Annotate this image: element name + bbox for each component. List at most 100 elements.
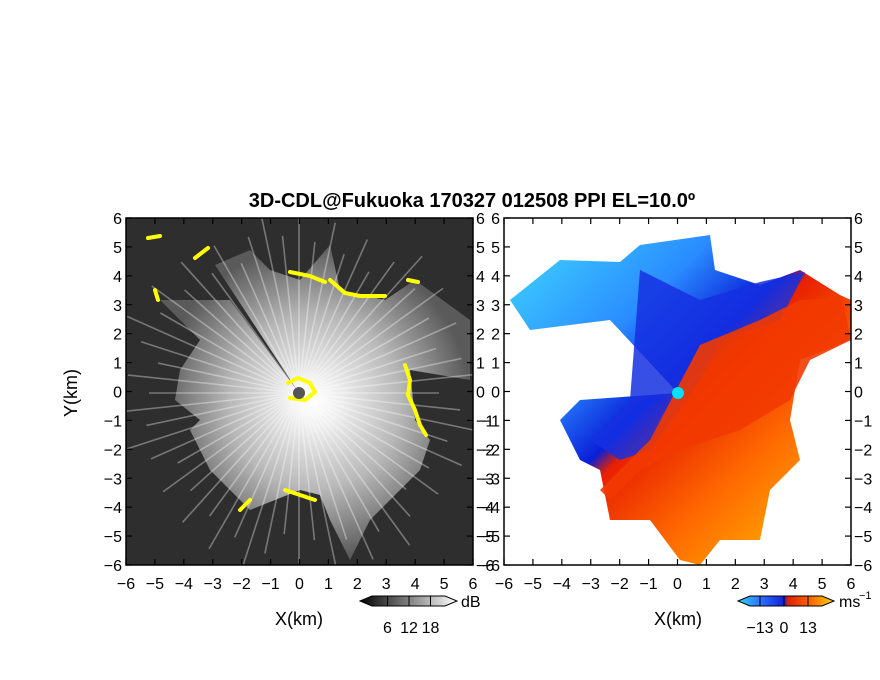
velocity-red-zone bbox=[600, 298, 851, 500]
snr-ytick-label-right: 3 bbox=[476, 298, 485, 315]
snr-xtick-label: −5 bbox=[146, 576, 164, 593]
snr-xtick-label: 5 bbox=[440, 576, 449, 593]
snr-ytick-label: 5 bbox=[113, 240, 122, 257]
velocity-panel: −6 −5 −4 −3 −2 −1 0 1 2 3 4 5 66 65 54 43 32 21 10 0−1 −1−2−… bbox=[482, 211, 873, 593]
snr-threshold-contours bbox=[146, 234, 428, 512]
snr-ray bbox=[298, 392, 411, 517]
snr-ray bbox=[180, 261, 300, 394]
velocity-colorbar-ticks: −13 0 13 bbox=[746, 596, 817, 637]
snr-ytick-label: −6 bbox=[104, 558, 122, 575]
velocity-ytick-label-right: 2 bbox=[854, 327, 863, 344]
velocity-ytick-label: 3 bbox=[491, 298, 500, 315]
yellow-echo-north2 bbox=[288, 270, 327, 284]
snr-ray bbox=[211, 272, 300, 394]
snr-ray bbox=[298, 241, 316, 394]
snr-colorbar: 6 12 18 dB bbox=[358, 594, 481, 637]
snr-xtick-label: 6 bbox=[469, 576, 478, 593]
snr-xtick-label: 2 bbox=[353, 576, 362, 593]
velocity-ytick-label-right: −6 bbox=[854, 558, 872, 575]
velocity-ytick-label-right: −1 bbox=[854, 413, 872, 430]
snr-xtick-label: −2 bbox=[233, 576, 251, 593]
snr-ytick-label: 3 bbox=[113, 298, 122, 315]
yellow-echo-center bbox=[286, 375, 318, 403]
snr-ytick-label: −3 bbox=[104, 471, 122, 488]
snr-colorbar-tick-label: 6 bbox=[383, 620, 392, 637]
velocity-ytick-label: −2 bbox=[482, 442, 500, 459]
yellow-echo-south bbox=[283, 488, 317, 502]
snr-colorbar-unit: dB bbox=[461, 594, 481, 611]
snr-ray bbox=[283, 392, 300, 535]
snr-ray bbox=[189, 392, 300, 492]
velocity-ytick-label: 5 bbox=[491, 240, 500, 257]
snr-ytick-label-right: 1 bbox=[476, 356, 485, 373]
snr-ray bbox=[298, 392, 439, 495]
snr-ray bbox=[213, 245, 300, 394]
snr-ray bbox=[242, 392, 300, 565]
velocity-ytick-label-right: 5 bbox=[854, 240, 863, 257]
snr-ray bbox=[298, 392, 473, 431]
snr-ray bbox=[247, 236, 300, 394]
velocity-ytick-label-right: −3 bbox=[854, 471, 872, 488]
yellow-echo-north bbox=[328, 278, 387, 298]
snr-ray bbox=[298, 287, 444, 394]
velocity-xtick-label: 4 bbox=[789, 576, 798, 593]
velocity-ytick-label-right: 4 bbox=[854, 269, 863, 286]
snr-ytick-label: −1 bbox=[104, 413, 122, 430]
velocity-ytick-label: 2 bbox=[491, 327, 500, 344]
yellow-echo-nw bbox=[193, 246, 210, 260]
snr-ray bbox=[298, 317, 430, 394]
velocity-ytick-label: 0 bbox=[491, 385, 500, 402]
snr-ytick-label-right: −3 bbox=[476, 471, 494, 488]
velocity-ytick-label-right: −2 bbox=[854, 442, 872, 459]
velocity-ytick-label: −6 bbox=[482, 558, 500, 575]
snr-ray bbox=[298, 392, 430, 469]
snr-ray bbox=[298, 239, 369, 394]
snr-ray bbox=[127, 374, 300, 394]
snr-ray bbox=[298, 357, 462, 394]
snr-ytick-label: 0 bbox=[113, 385, 122, 402]
snr-ray bbox=[184, 289, 300, 394]
yellow-echo-west bbox=[153, 288, 160, 302]
snr-xtick-label: −1 bbox=[261, 576, 279, 593]
velocity-ytick-label: −4 bbox=[482, 500, 500, 517]
snr-ray bbox=[209, 392, 300, 517]
snr-ray bbox=[177, 392, 300, 464]
snr-ray bbox=[298, 253, 345, 394]
snr-ytick-label: −4 bbox=[104, 500, 122, 517]
snr-ray bbox=[298, 222, 336, 394]
chart-title: 3D-CDL@Fukuoka 170327 012508 PPI EL=10.0… bbox=[249, 190, 695, 212]
velocity-ytick-label: −3 bbox=[482, 471, 500, 488]
velocity-xtick-label: 3 bbox=[760, 576, 769, 593]
velocity-xtick-label: 5 bbox=[818, 576, 827, 593]
snr-ray bbox=[298, 392, 411, 546]
snr-ray bbox=[298, 392, 461, 411]
velocity-ytick-label-right: −5 bbox=[854, 529, 872, 546]
velocity-xtick-label: −5 bbox=[524, 576, 542, 593]
snr-colorbar-tick-label: 18 bbox=[422, 620, 440, 637]
snr-ytick-label-right: 6 bbox=[476, 211, 485, 228]
snr-xtick-label: 3 bbox=[382, 576, 391, 593]
velocity-colorbar: −13 0 13 ms −1 bbox=[736, 590, 872, 637]
snr-ytick-label-right: −5 bbox=[476, 529, 494, 546]
snr-ray bbox=[298, 261, 395, 394]
snr-colorbar-tick-label: 12 bbox=[400, 620, 418, 637]
velocity-ytick-label: 6 bbox=[491, 211, 500, 228]
snr-ray bbox=[298, 392, 380, 532]
snr-ray bbox=[234, 392, 300, 538]
snr-ray bbox=[281, 235, 300, 394]
snr-ray bbox=[264, 392, 300, 554]
snr-xtick-label: 4 bbox=[411, 576, 420, 593]
snr-echo-region bbox=[160, 245, 470, 560]
snr-ray bbox=[298, 288, 416, 394]
x-axis-label-right: X(km) bbox=[654, 609, 702, 629]
snr-ray bbox=[298, 271, 370, 394]
snr-ray bbox=[298, 392, 407, 490]
snr-radar-site bbox=[293, 387, 305, 399]
snr-ytick-label-right: 2 bbox=[476, 327, 485, 344]
snr-ytick-label-right: −4 bbox=[476, 500, 494, 517]
snr-ticks: −6 −5 −4 −3 −2 −1 0 1 2 3 4 5 66 65 54 43 32 21 10 0−1 −1−2−… bbox=[104, 211, 495, 593]
snr-ray bbox=[157, 362, 300, 394]
velocity-xtick-label: −3 bbox=[582, 576, 600, 593]
velocity-ytick-label: −5 bbox=[482, 529, 500, 546]
